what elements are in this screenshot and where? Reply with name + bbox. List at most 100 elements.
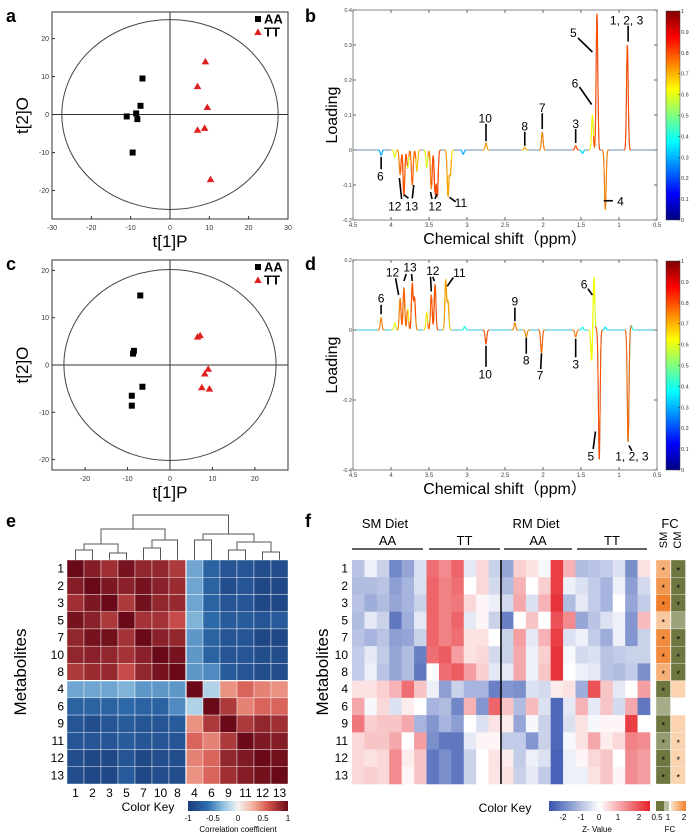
colorbar-tick-label: 0: [681, 218, 684, 224]
heatmap-cell: [364, 577, 378, 595]
significance-star: *: [676, 635, 680, 645]
heatmap-cell: [476, 560, 489, 578]
heatmap-cell: [525, 749, 539, 768]
row-label: 7: [57, 631, 64, 645]
heatmap-cell: [389, 628, 402, 647]
heatmap-cell: [538, 577, 551, 595]
row-label: 9: [341, 717, 348, 731]
heatmap-cell: [66, 663, 85, 681]
colorbar-tick-label: 0.2: [681, 176, 689, 182]
heatmap-cell: [637, 628, 651, 647]
heatmap-cell: [151, 663, 170, 681]
heatmap-cell: [236, 611, 255, 630]
data-point-aa: [129, 149, 136, 156]
peak-annotation: 12: [388, 200, 402, 214]
heatmap-cell: [550, 663, 564, 681]
heatmap-cell: [236, 697, 255, 716]
heatmap-cell: [270, 645, 289, 664]
heatmap-cell: [151, 766, 170, 785]
confidence-ellipse: [61, 19, 279, 211]
heatmap-cell: [202, 559, 221, 578]
heatmap-cell: [612, 628, 626, 647]
heatmap-cell: [438, 646, 452, 664]
colorbar-tick-label: 0.1: [681, 197, 689, 203]
heatmap-cell: [236, 766, 255, 785]
heatmap-cell: [612, 560, 626, 578]
heatmap-cell: [151, 749, 170, 767]
heatmap-cell: [513, 766, 527, 785]
heatmap-cell: [587, 732, 601, 750]
heatmap-cell: [488, 680, 502, 699]
x-tick-label: -10: [122, 476, 132, 483]
heatmap-cell: [637, 732, 651, 750]
colorbar-tick-label: 0.2: [681, 426, 689, 432]
significance-star: *: [661, 617, 665, 627]
significance-star: *: [661, 635, 665, 645]
heatmap-cell: [538, 749, 551, 768]
heatmap-cell: [100, 663, 119, 681]
heatmap-cell: [185, 611, 204, 630]
x-tick-label: 2.5: [501, 223, 510, 229]
heatmap-cell: [625, 749, 638, 768]
spectrum-baseline: [353, 278, 657, 460]
colorbar: [665, 10, 681, 221]
heatmap-cell: [168, 766, 187, 785]
heatmap-cell: [151, 577, 170, 595]
heatmap-cell: [438, 560, 452, 578]
heatmap-cell: [426, 663, 440, 681]
heatmap-cell: [587, 594, 601, 612]
heatmap-cell: [414, 577, 427, 595]
x-tick-label: 1.5: [577, 223, 586, 229]
heatmap-cell: [538, 766, 551, 785]
heatmap-cell: [538, 560, 551, 578]
heatmap-cell: [414, 680, 427, 699]
heatmap-cell: [66, 594, 85, 612]
heatmap-cell: [185, 645, 204, 664]
heatmap-cell: [476, 732, 489, 750]
heatmap-cell: [168, 663, 187, 681]
spectrum-peak: [579, 326, 586, 331]
heatmap-cell: [389, 594, 402, 612]
spectrum-peak: [377, 317, 385, 331]
legend-label-aa: AA: [264, 260, 283, 275]
y-axis-label: Loading: [324, 337, 341, 394]
row-label: 1: [341, 562, 348, 576]
heatmap-cell: [575, 663, 589, 681]
heatmap-cell: [151, 594, 170, 612]
heatmap-cell: [451, 594, 465, 612]
annotation-leader-line: [592, 431, 597, 450]
x-tick-label: 3: [465, 473, 469, 479]
heatmap-cell: [513, 749, 527, 768]
heatmap-cell: [117, 732, 136, 750]
color-key-label: Color Key: [479, 801, 532, 815]
heatmap-cell: [476, 697, 489, 716]
annotation-leader-line: [628, 445, 633, 452]
z-tick-label: 1: [616, 813, 621, 822]
heatmap-cell: [83, 611, 102, 630]
significance-star: *: [661, 669, 665, 679]
heatmap-cell: [563, 697, 576, 716]
heatmap-cell: [612, 766, 626, 785]
z-colorbar: [549, 801, 650, 811]
heatmap-cell: [637, 594, 651, 612]
heatmap-cell: [612, 611, 626, 630]
heatmap-cell: [451, 732, 465, 750]
spectrum-peak: [444, 149, 452, 198]
heatmap-cell: [501, 715, 514, 733]
heatmap-cell: [414, 560, 427, 578]
heatmap-cell: [488, 628, 502, 647]
annotation-leader-line: [429, 276, 433, 292]
column-label: 2: [89, 786, 96, 800]
panel-label-a: a: [6, 6, 17, 26]
spectrum-peak: [459, 149, 467, 155]
data-point-aa: [137, 102, 144, 109]
spectrum-peak: [442, 278, 450, 331]
heatmap-cell: [637, 663, 651, 681]
row-label: 1: [57, 562, 64, 576]
heatmap-cell: [185, 663, 204, 681]
column-label: 11: [239, 786, 252, 800]
heatmap-cell: [637, 715, 651, 733]
heatmap-cell: [376, 732, 390, 750]
heatmap-cell: [612, 715, 626, 733]
colorbar-title: Correlation coefficient: [199, 825, 277, 834]
